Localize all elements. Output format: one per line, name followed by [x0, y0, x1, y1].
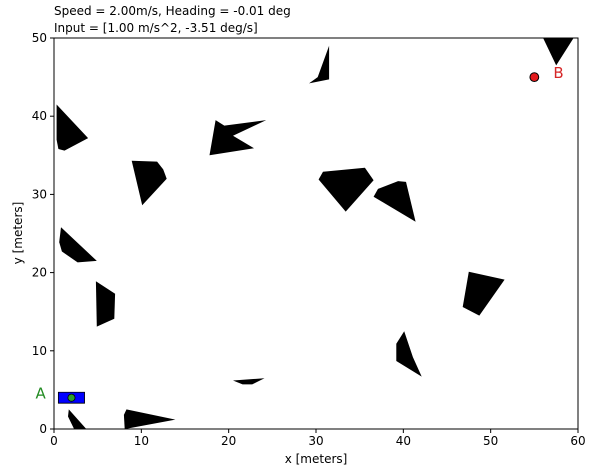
y-tick-label: 0 — [39, 422, 47, 436]
goal-marker — [529, 72, 540, 82]
y-tick-label: 20 — [32, 266, 47, 280]
obstacle — [462, 271, 505, 316]
x-axis: 0 10 20 30 40 50 60 — [50, 429, 586, 448]
y-axis-label: y [meters] — [11, 202, 25, 265]
x-tick-label: 20 — [221, 434, 236, 448]
obstacle — [318, 167, 374, 212]
x-tick-label: 30 — [308, 434, 323, 448]
obstacle-layer — [56, 38, 574, 429]
obstacle — [309, 45, 330, 84]
vehicle-center-marker — [67, 393, 76, 402]
x-tick-label: 10 — [134, 434, 149, 448]
obstacle — [68, 409, 87, 429]
obstacle — [373, 181, 416, 222]
y-tick-label: 10 — [32, 344, 47, 358]
x-tick-label: 0 — [50, 434, 58, 448]
goal-label: B — [553, 64, 563, 82]
x-tick-label: 60 — [570, 434, 585, 448]
y-tick-label: 40 — [32, 109, 47, 123]
plot-area — [54, 38, 578, 429]
status-line-input: Input = [1.00 m/s^2, -3.51 deg/s] — [54, 21, 258, 35]
y-tick-label: 50 — [32, 31, 47, 45]
obstacle — [123, 409, 176, 429]
status-line-speed-heading: Speed = 2.00m/s, Heading = -0.01 deg — [54, 4, 291, 18]
y-axis: 0 10 20 30 40 50 — [32, 31, 54, 436]
y-tick-label: 30 — [32, 187, 47, 201]
obstacle — [543, 38, 574, 66]
obstacle — [209, 120, 267, 156]
marker-layer: AB — [35, 64, 564, 404]
x-tick-label: 40 — [396, 434, 411, 448]
start-label: A — [35, 385, 46, 403]
x-axis-label: x [meters] — [285, 452, 348, 466]
obstacle — [95, 281, 116, 327]
obstacle — [396, 331, 422, 377]
obstacle — [59, 227, 97, 263]
obstacle — [233, 378, 265, 385]
x-tick-label: 50 — [483, 434, 498, 448]
obstacle — [56, 104, 89, 151]
obstacle — [131, 160, 167, 206]
